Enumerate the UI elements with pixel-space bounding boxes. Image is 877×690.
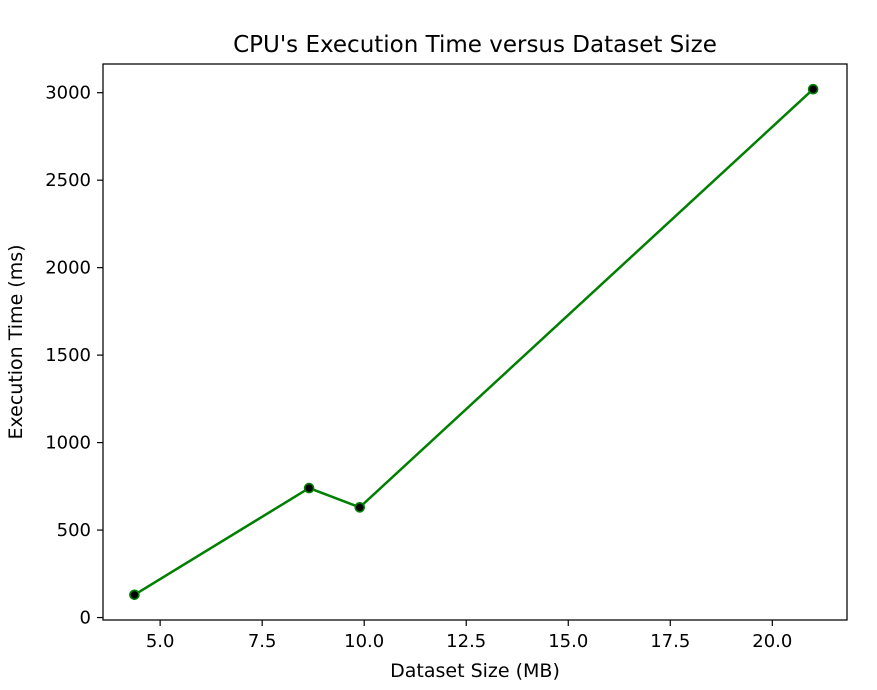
x-tick-label: 10.0 — [344, 631, 384, 652]
data-points — [129, 83, 819, 601]
y-tick-label: 1500 — [45, 345, 91, 366]
x-tick-label: 20.0 — [752, 631, 792, 652]
y-tick-label: 1000 — [45, 433, 91, 454]
x-tick-label: 5.0 — [146, 631, 175, 652]
series-line — [133, 87, 815, 597]
x-tick-label: 17.5 — [650, 631, 690, 652]
y-tick-label: 500 — [57, 520, 91, 541]
y-axis-label: Execution Time (ms) — [5, 244, 27, 439]
y-axis: 0 500 1000 1500 2000 2500 3000 — [45, 83, 103, 629]
data-point — [129, 589, 140, 601]
x-axis-label: Dataset Size (MB) — [390, 660, 560, 682]
y-tick-label: 2500 — [45, 170, 91, 191]
data-point — [807, 83, 819, 95]
data-point — [354, 502, 366, 513]
x-axis: 5.0 7.5 10.0 12.5 15.0 17.5 20.0 — [146, 620, 792, 652]
y-tick-label: 2000 — [45, 258, 91, 279]
y-tick-label: 3000 — [45, 83, 91, 104]
x-tick-label: 12.5 — [446, 631, 486, 652]
y-tick-label: 0 — [80, 608, 91, 629]
plot-area-frame — [102, 63, 848, 621]
chart-title: CPU's Execution Time versus Dataset Size — [233, 32, 717, 58]
x-tick-label: 15.0 — [548, 631, 588, 652]
data-point — [303, 482, 315, 494]
x-tick-label: 7.5 — [248, 631, 277, 652]
